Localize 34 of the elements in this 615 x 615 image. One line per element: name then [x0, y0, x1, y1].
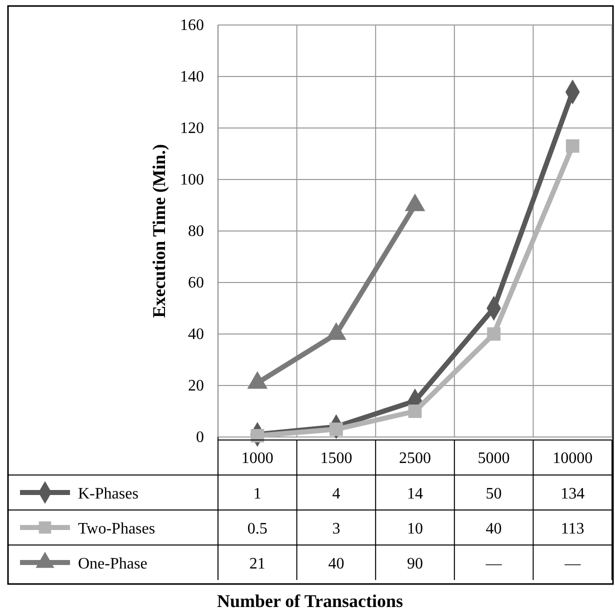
data-label: 90 — [407, 556, 423, 572]
legend-label: One-Phase — [78, 556, 148, 572]
data-label: 21 — [249, 556, 266, 572]
y-tick-label: 20 — [188, 378, 204, 394]
data-label: 3 — [332, 520, 340, 538]
y-tick-label: 80 — [188, 223, 204, 240]
text: — — [486, 556, 502, 572]
y-axis-title: Execution Time (Min.) — [149, 144, 169, 318]
data-label: 14 — [407, 486, 423, 502]
y-tick-label: 100 — [180, 172, 204, 188]
data-label: 134 — [560, 486, 585, 502]
x-tick-label: 1000 — [241, 450, 274, 467]
data-label: 0.5 — [247, 520, 268, 538]
y-tick-label: 0 — [196, 429, 204, 446]
text: — — [564, 556, 581, 572]
y-tick-label: 140 — [180, 68, 204, 86]
data-label: 40 — [486, 520, 502, 538]
text: Number of Transactions — [216, 591, 404, 611]
y-tick-label: 120 — [180, 120, 204, 137]
x-tick-label: 10000 — [552, 450, 593, 467]
data-label: 40 — [328, 556, 344, 572]
x-tick-label: 2500 — [399, 450, 431, 467]
legend-label: K-Phases — [78, 486, 138, 502]
y-tick-label: 60 — [188, 274, 204, 292]
data-label: 113 — [560, 520, 584, 538]
data-label: 4 — [332, 486, 340, 502]
y-tick-label: 40 — [188, 326, 204, 343]
data-label: 1 — [253, 486, 262, 502]
data-label: 50 — [486, 486, 502, 502]
legend-label: Two-Phases — [78, 520, 156, 538]
y-tick-label: 160 — [180, 17, 204, 34]
x-tick-label: 5000 — [478, 450, 510, 467]
data-label: 10 — [407, 520, 423, 538]
x-tick-label: 1500 — [320, 450, 352, 467]
